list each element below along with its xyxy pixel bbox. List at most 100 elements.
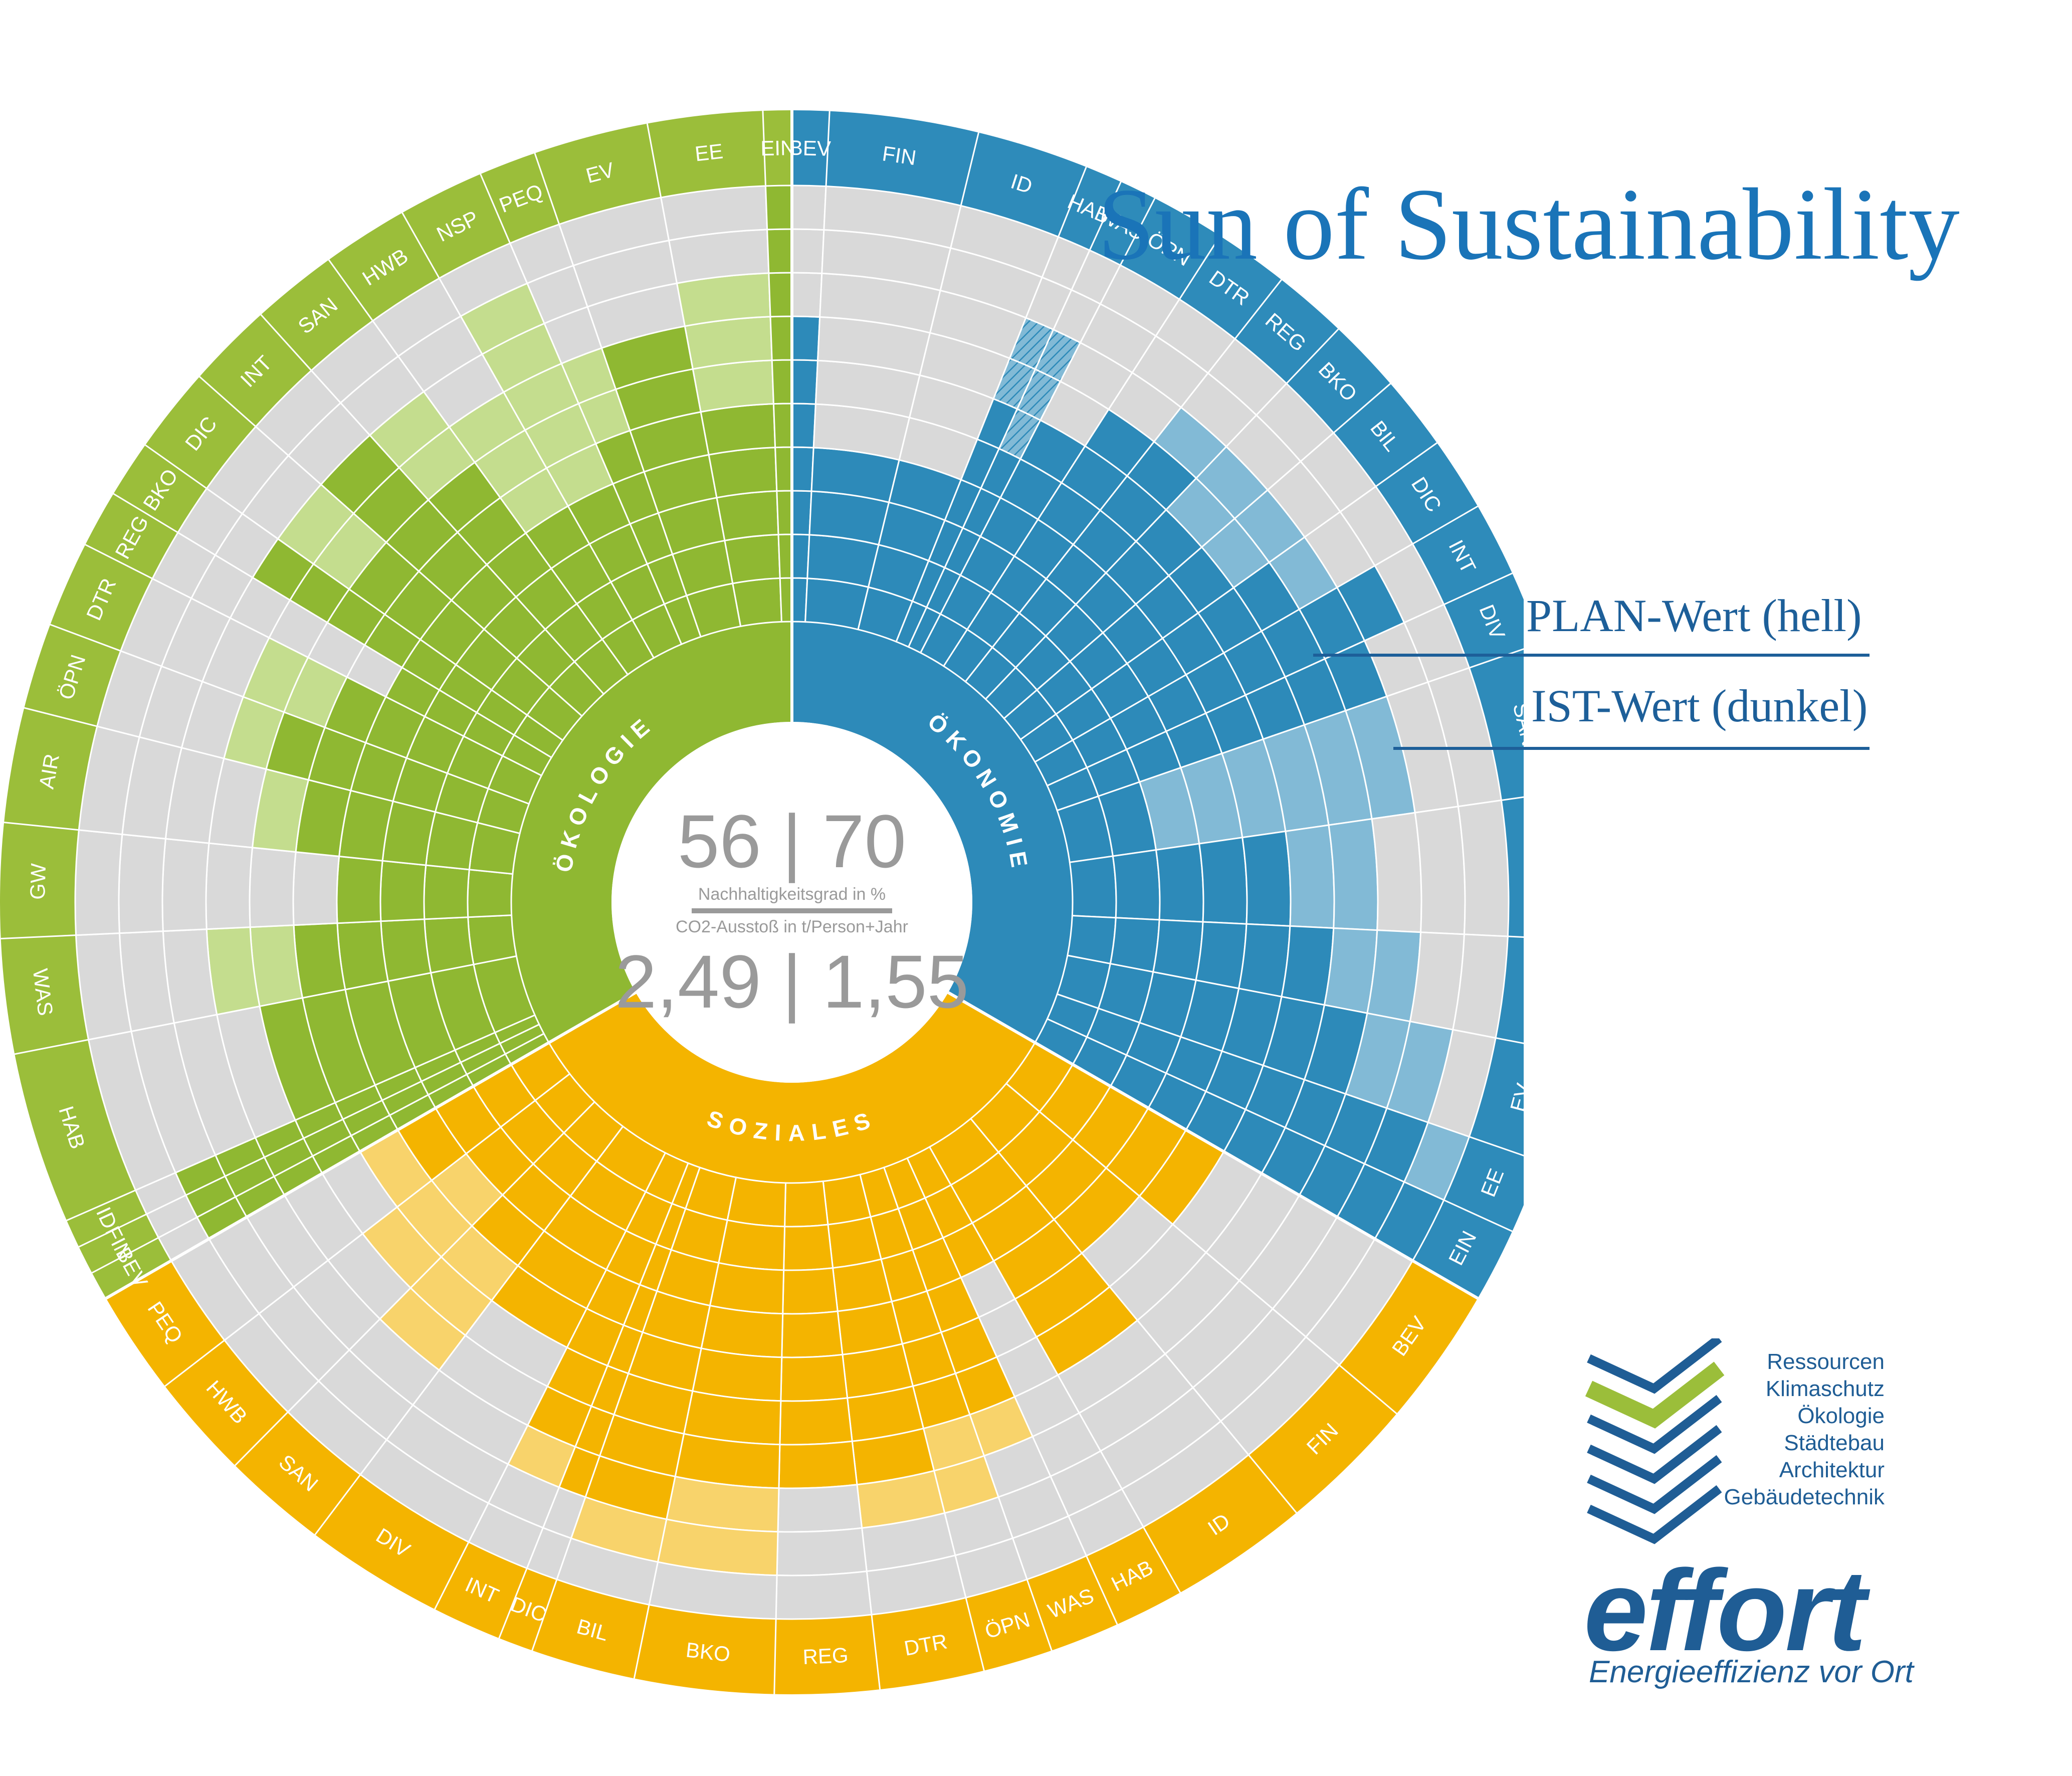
logo-word: Ressourcen [1767,1349,1885,1374]
segment-fin [804,577,870,631]
band-divider [314,1474,361,1535]
segment-ein [774,446,793,492]
logo-layer [1585,1361,1725,1429]
logo-layer [1587,1455,1722,1514]
segment-bev [791,533,810,579]
sector-ökologie: BEVFINIDHABWASGWAIRÖPNDTRREGBKODICINTSAN… [0,110,796,1299]
band-divider [1,934,76,940]
segment-ee [700,403,776,456]
segment-was [424,916,475,974]
sector-ökonomie: BEV FINIDHABWASÖPNDTRREGBKOBILDICINTDIVSA… [788,110,1524,1298]
segment-hwb [1285,824,1335,929]
segment-reg [777,1484,863,1533]
segment-reg [784,1180,829,1228]
band-divider [260,314,312,371]
co2-value: 2,49 | 1,55 [615,939,969,1024]
segment-peq [1152,919,1204,981]
band-divider [762,111,766,186]
segment-gw [118,833,167,934]
segment-reg [783,1224,834,1271]
band-divider [1086,1555,1118,1625]
brand-tagline: Energieeffizienz vor Ort [1589,1655,1914,1689]
band-divider [1501,796,1524,801]
segment-was [380,918,432,982]
item-label-was: WAS [29,967,58,1017]
segment-hwb [1371,812,1422,933]
logo-word: Architektur [1779,1458,1885,1482]
segment-hwb [1198,837,1248,925]
band-divider [646,123,662,198]
band-divider [1089,181,1122,251]
band-divider [4,822,79,831]
segment-reg [776,1527,868,1576]
item-label-ein: EIN [760,136,796,160]
segment-ein [772,403,793,449]
band-divider [15,1039,89,1055]
band-divider [1286,328,1339,384]
segment-reg [781,1310,844,1358]
sector-divider [105,991,637,1300]
segment-bko [718,1219,786,1271]
band-divider [1026,1579,1053,1651]
item-label-bev: BEV [788,136,831,160]
label-band [106,1261,1478,1694]
logo-word-list: Ressourcen Klimaschutz Ökologie Städteba… [1684,1348,1885,1511]
segment-hwb [1328,818,1379,931]
legend-ist-line [1393,747,1870,750]
segment-ee [724,533,781,584]
segment-reg [780,1353,849,1402]
band-divider [633,1605,650,1679]
segment-gw [379,860,427,922]
band-divider [24,707,98,727]
segment-hwb [1414,806,1466,935]
segment-bko [709,1262,785,1315]
band-divider [78,1213,147,1248]
segment-bev [791,228,825,274]
segment-was [293,922,346,999]
segment-ein [776,490,793,536]
segment-hwb [1241,830,1292,927]
segment-bev [791,184,827,231]
segment-hwb [1112,849,1161,921]
segment-reg [782,1267,839,1315]
stacked-layers-icon [1585,1338,1725,1544]
segment-bev [791,272,823,318]
logo-word: Städtebau [1784,1431,1885,1455]
segment-bev [791,490,812,536]
segment-hwb [1155,843,1204,923]
band-divider [531,1579,558,1651]
segment-ein [766,228,793,274]
logo-layer [1587,1485,1722,1544]
band-divider [1333,383,1391,434]
segment-dtr [827,1216,882,1269]
band-divider [50,624,121,652]
item-label-fin: FIN [881,141,918,169]
center-divider [692,908,892,913]
band-divider [1412,505,1479,545]
band-divider [113,493,178,533]
center-disk [611,722,972,1083]
band-divider [91,1237,159,1274]
band-divider [1248,1454,1297,1513]
band-divider [145,444,208,489]
legend-plan-line [1313,654,1870,657]
brand-logo-text: effort [1584,1546,1867,1675]
band-divider [85,544,153,579]
segment-was [336,920,389,991]
segment-peq [1237,923,1291,998]
logo-word: Ökologie [1797,1404,1885,1428]
segment-ee [716,490,779,542]
segment-reg [778,1440,858,1489]
band-divider [1508,935,1524,938]
band-divider [434,1541,470,1610]
band-divider [773,1619,777,1694]
segment-gw [423,864,470,920]
logo-layer [1587,1395,1722,1454]
logo-layer [1587,1425,1722,1484]
segment-ee [732,577,782,628]
segment-reg [779,1397,853,1446]
segment-bev [791,315,821,361]
co2-label: CO2-Ausstoß in t/Person+Jahr [676,917,908,936]
segment-ein [768,272,793,318]
sector-core [792,622,1073,1043]
